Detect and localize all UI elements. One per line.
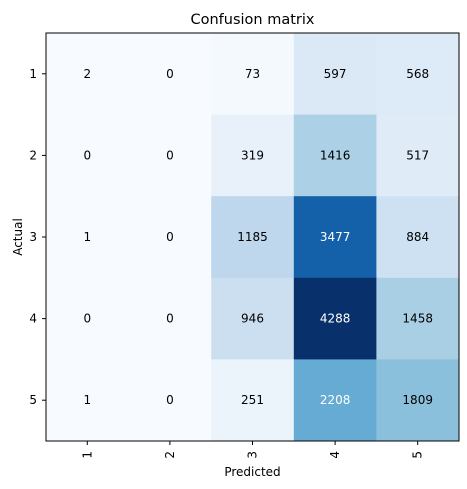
cell-value-label: 3477 (320, 230, 351, 244)
cell-value-label: 0 (83, 148, 91, 162)
y-tick-label: 1 (29, 67, 37, 81)
cell-value-label: 0 (166, 148, 174, 162)
cell-value-label: 1809 (402, 393, 433, 407)
heatmap-cell (128, 196, 212, 279)
cell-value-label: 4288 (320, 312, 351, 326)
heatmap-cell (46, 33, 130, 116)
y-tick-label: 3 (29, 230, 37, 244)
heatmap-cell (128, 359, 212, 442)
y-axis-label: Actual (11, 218, 25, 256)
heatmap-cell (46, 114, 130, 197)
heatmap-cell (128, 33, 212, 116)
heatmap-cell (293, 196, 377, 279)
cell-value-label: 597 (324, 67, 347, 81)
cell-value-label: 0 (166, 312, 174, 326)
cell-value-label: 251 (241, 393, 264, 407)
heatmap-cell (128, 277, 212, 360)
x-axis-label: Predicted (224, 465, 280, 479)
heatmap-cell (293, 33, 377, 116)
cell-value-label: 2 (83, 67, 91, 81)
heatmap-cells: 2 0 73 597 568 0 0 319 1416 517 1 0 1185 3477 884 0 0 946… (46, 33, 460, 442)
cell-value-label: 517 (406, 148, 429, 162)
heatmap-cell (46, 277, 130, 360)
heatmap-cell (211, 196, 295, 279)
x-tick-label: 1 (80, 451, 94, 459)
cell-value-label: 0 (166, 393, 174, 407)
heatmap-cell (293, 277, 377, 360)
heatmap-cell (293, 114, 377, 197)
cell-value-label: 0 (166, 67, 174, 81)
heatmap-cell (376, 33, 460, 116)
cell-value-label: 1416 (320, 148, 351, 162)
y-tick-label: 2 (29, 148, 37, 162)
x-tick-label: 4 (328, 451, 342, 459)
cell-value-label: 2208 (320, 393, 351, 407)
y-tick-label: 5 (29, 393, 37, 407)
heatmap-cell (376, 114, 460, 197)
heatmap-cell (376, 359, 460, 442)
y-tick-label: 4 (29, 312, 37, 326)
heatmap-cell (293, 359, 377, 442)
heatmap-cell (211, 277, 295, 360)
axis-ticks: 1 2 3 4 5 1 2 3 4 5 (29, 67, 424, 459)
heatmap-cell (376, 277, 460, 360)
cell-value-label: 884 (406, 230, 429, 244)
cell-value-label: 946 (241, 312, 264, 326)
cell-value-label: 0 (83, 312, 91, 326)
cell-value-label: 1 (83, 230, 91, 244)
cell-value-label: 319 (241, 148, 264, 162)
heatmap-cell (211, 359, 295, 442)
chart-title: Confusion matrix (190, 12, 314, 28)
cell-value-label: 568 (406, 67, 429, 81)
cell-value-label: 0 (166, 230, 174, 244)
heatmap-cell (376, 196, 460, 279)
heatmap-cell (46, 196, 130, 279)
heatmap-cell (128, 114, 212, 197)
heatmap-cell (211, 114, 295, 197)
cell-value-label: 1185 (237, 230, 268, 244)
x-tick-label: 5 (411, 451, 425, 459)
x-tick-label: 3 (246, 451, 260, 459)
cell-value-label: 1458 (402, 312, 433, 326)
x-tick-label: 2 (163, 451, 177, 459)
heatmap-cell (46, 359, 130, 442)
heatmap-cell (211, 33, 295, 116)
cell-value-label: 73 (245, 67, 260, 81)
cell-value-label: 1 (83, 393, 91, 407)
